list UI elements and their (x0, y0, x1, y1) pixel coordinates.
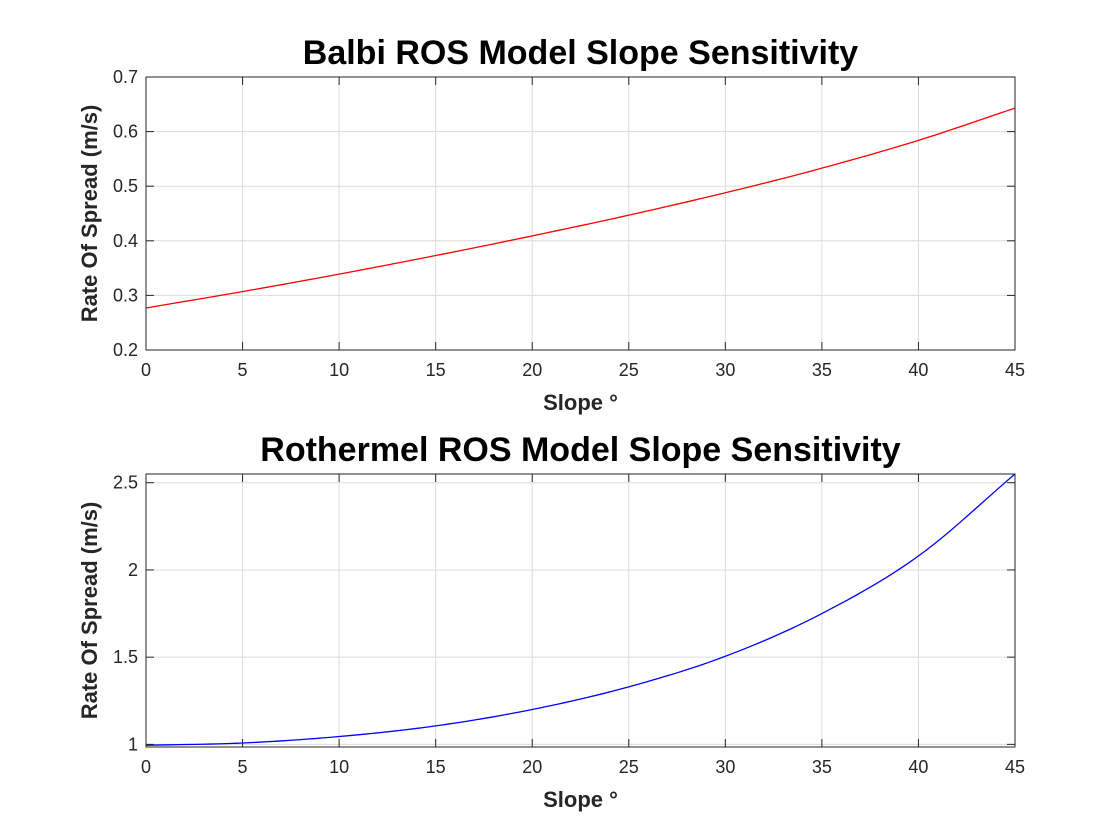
chart2-y-tick-label: 2 (128, 560, 138, 580)
chart1-y-tick-label: 0.6 (113, 122, 138, 142)
chart1-x-tick-label: 15 (426, 360, 446, 380)
chart1-x-tick-label: 0 (141, 360, 151, 380)
chart1-title: Balbi ROS Model Slope Sensitivity (303, 34, 859, 72)
chart2-x-tick-label: 20 (522, 757, 542, 777)
chart1-y-tick-label: 0.7 (113, 67, 138, 87)
chart2-x-tick-label: 15 (426, 757, 446, 777)
chart1-series-line (145, 107, 1016, 309)
chart1-x-tick-label: 25 (619, 360, 639, 380)
chart2-y-tick-label: 1.5 (113, 647, 138, 667)
chart2-x-tick-label: 0 (141, 757, 151, 777)
chart2-y-tick-label: 2.5 (113, 473, 138, 493)
chart2-x-tick-label: 35 (812, 757, 832, 777)
chart2-x-tick-label: 25 (619, 757, 639, 777)
chart1-plot-area (146, 77, 1015, 350)
chart1-x-tick-label: 30 (715, 360, 735, 380)
chart2-title: Rothermel ROS Model Slope Sensitivity (260, 431, 901, 469)
chart2-x-tick-label: 30 (715, 757, 735, 777)
chart1-x-tick-label: 20 (522, 360, 542, 380)
chart1-x-axis-label: Slope ° (543, 390, 618, 415)
chart1-x-tick-label: 40 (908, 360, 928, 380)
chart1-y-tick-label: 0.2 (113, 340, 138, 360)
chart1-y-tick-label: 0.3 (113, 285, 138, 305)
chart2-x-axis-label: Slope ° (543, 787, 618, 812)
chart1-x-tick-label: 35 (812, 360, 832, 380)
chart1-axes-frame (145, 76, 1016, 351)
chart1-y-tick-label: 0.5 (113, 176, 138, 196)
chart1-x-tick-label: 45 (1005, 360, 1025, 380)
chart2-y-axis-label: Rate Of Spread (m/s) (77, 502, 102, 720)
chart2-series-line (145, 473, 1016, 746)
chart2-x-tick-label: 10 (329, 757, 349, 777)
chart1-x-tick-label: 5 (238, 360, 248, 380)
chart1-y-axis-label: Rate Of Spread (m/s) (77, 105, 102, 323)
chart2-plot-area (146, 474, 1015, 747)
chart1-y-tick-label: 0.4 (113, 231, 138, 251)
chart2-x-tick-label: 40 (908, 757, 928, 777)
chart2-x-tick-label: 5 (238, 757, 248, 777)
chart2-axes-frame (145, 473, 1016, 748)
chart1-x-tick-label: 10 (329, 360, 349, 380)
chart2-x-tick-label: 45 (1005, 757, 1025, 777)
chart2-y-tick-label: 1 (128, 734, 138, 754)
